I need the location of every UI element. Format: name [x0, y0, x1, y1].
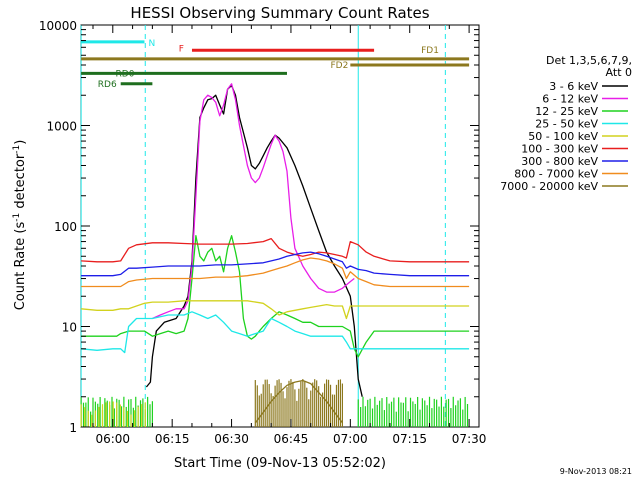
legend-entry-label: 6 - 12 keV — [542, 93, 598, 106]
x-tick-label: 06:00 — [95, 432, 130, 446]
flag-label-fd1: FD1 — [421, 46, 439, 56]
series-line-25-50kev — [81, 311, 470, 354]
flag-label-rd6: RD6 — [98, 80, 117, 90]
x-tick-label: 07:00 — [333, 432, 368, 446]
legend-entry-label: 3 - 6 keV — [549, 80, 598, 93]
y-axis-label: Count Rate (s-1 detector-1) — [12, 140, 28, 311]
series-line-800-7000kev — [81, 257, 470, 288]
legend-entry-label: 300 - 800 keV — [521, 155, 598, 168]
legend-entry-label: 50 - 100 keV — [528, 130, 598, 143]
footer-timestamp: 9-Nov-2013 08:21 — [560, 467, 632, 476]
flag-label-n: N — [148, 39, 155, 49]
y-tick-label: 10 — [62, 321, 77, 335]
noise-band-0 — [80, 396, 153, 427]
legend-header-line-2: Att 0 — [606, 66, 632, 79]
series-line-6-12kev — [152, 83, 355, 320]
legend-header-line-1: Det 1,3,5,6,7,9, — [546, 54, 632, 67]
x-axis-label: Start Time (09-Nov-13 05:52:02) — [174, 456, 386, 471]
legend-entry-label: 7000 - 20000 keV — [500, 180, 598, 193]
x-tick-label: 07:30 — [452, 432, 487, 446]
chart-title: HESSI Observing Summary Count Rates — [130, 4, 429, 22]
flag-label-rd0: RD0 — [116, 69, 135, 79]
y-tick-label: 10000 — [39, 19, 77, 33]
series-line-12-25kev — [81, 235, 470, 358]
series-line-7000-20000kev — [254, 379, 343, 424]
noise-band-1 — [80, 401, 146, 427]
legend-entry-label: 25 - 50 keV — [535, 118, 598, 131]
series-line-50-100kev — [81, 300, 470, 320]
series-line-300-800kev — [81, 251, 470, 277]
x-tick-label: 07:15 — [392, 432, 427, 446]
legend-entry-label: 12 - 25 keV — [535, 105, 598, 118]
x-tick-label: 06:15 — [155, 432, 190, 446]
axes: 06:00 06:15 06:30 06:45 07:00 07:15 07:30 1 10 10… — [39, 19, 487, 446]
y-tick-label: 1000 — [46, 120, 77, 134]
flag-label-f: F — [179, 44, 184, 54]
series-line-3-6kev — [145, 84, 363, 397]
legend-entry-label: 100 - 300 keV — [521, 143, 598, 156]
x-tick-label: 06:30 — [214, 432, 249, 446]
noise-band-2 — [357, 396, 469, 427]
flag-label-fd2: FD2 — [330, 61, 348, 71]
y-tick-label: 1 — [69, 421, 77, 435]
legend-entry-label: 800 - 7000 keV — [514, 168, 598, 181]
series-lines — [81, 83, 470, 424]
y-tick-label: 100 — [54, 220, 77, 234]
series-line-100-300kev — [81, 237, 470, 263]
x-tick-label: 06:45 — [274, 432, 309, 446]
